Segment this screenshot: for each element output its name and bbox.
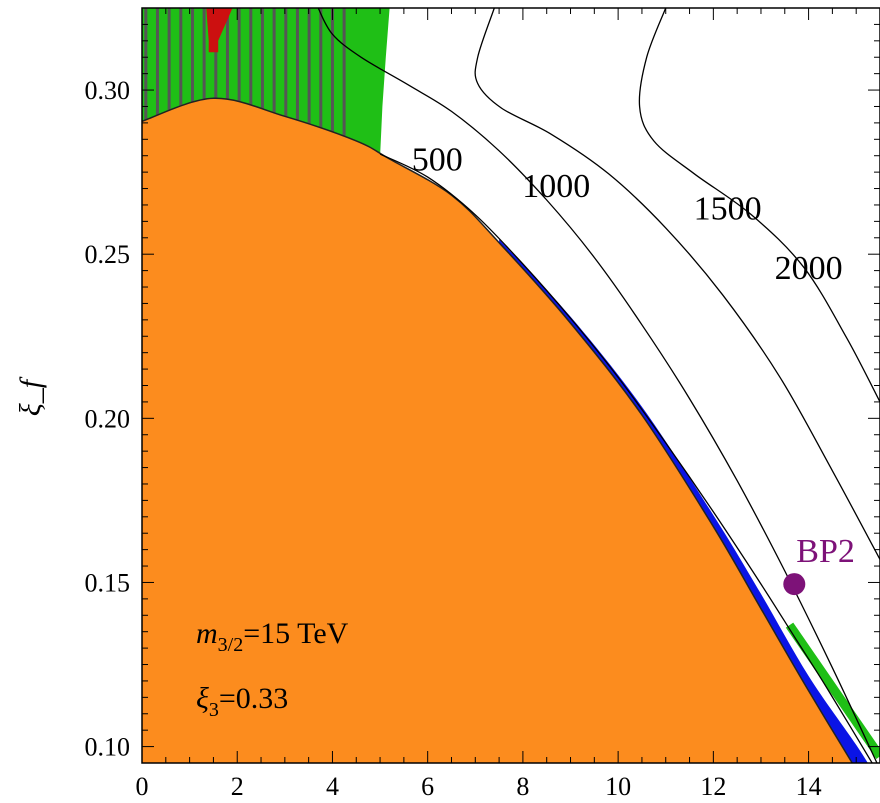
orange-region [142, 98, 853, 763]
x-tick-label: 6 [421, 772, 434, 801]
y-tick-label: 0.10 [85, 733, 131, 762]
x-tick-label: 4 [326, 772, 339, 801]
annotation-mass: m3/2=15 TeV [196, 617, 349, 656]
red-region [206, 8, 233, 53]
green-sliver [785, 622, 880, 759]
contour-label-1500: 1500 [694, 191, 762, 228]
regions-layer [142, 8, 880, 763]
contour-line-1500 [474, 8, 880, 560]
bp-point [783, 573, 806, 596]
x-tick-label: 8 [516, 772, 529, 801]
contour-label-2000: 2000 [775, 250, 843, 287]
frame-layer: 0 2 4 6 8 10 12 14 0.10 0.15 0.20 0.25 0.30 [85, 7, 880, 801]
x-tick-label: 10 [605, 772, 631, 801]
orange-boundary-line [142, 97, 854, 763]
x-tick-label: 0 [136, 772, 149, 801]
y-tick-label: 0.25 [85, 240, 131, 269]
blue-band [499, 239, 868, 763]
annotation-xi3: ξ3=0.33 [196, 682, 288, 721]
contour-line-1000 [317, 8, 878, 763]
y-tick-label: 0.15 [85, 568, 131, 597]
green-hatch [144, 8, 346, 137]
plot-area [142, 8, 880, 763]
contour-line-2000 [638, 8, 880, 403]
bp-label: BP2 [796, 533, 855, 570]
x-tick-label: 2 [231, 772, 244, 801]
contour-label-1000: 1000 [522, 168, 590, 205]
labels-layer: 500 1000 1500 2000 BP2 [412, 141, 855, 596]
y-tick-label: 0.30 [85, 76, 131, 105]
x-tick-label: 14 [796, 772, 822, 801]
y-tick-label: 0.20 [85, 404, 131, 433]
x-tick-label: 12 [700, 772, 726, 801]
contour-label-500: 500 [412, 141, 463, 178]
contour-line-500 [379, 153, 873, 763]
y-axis-label: ξ_f [14, 376, 47, 416]
contours-layer [317, 8, 880, 763]
